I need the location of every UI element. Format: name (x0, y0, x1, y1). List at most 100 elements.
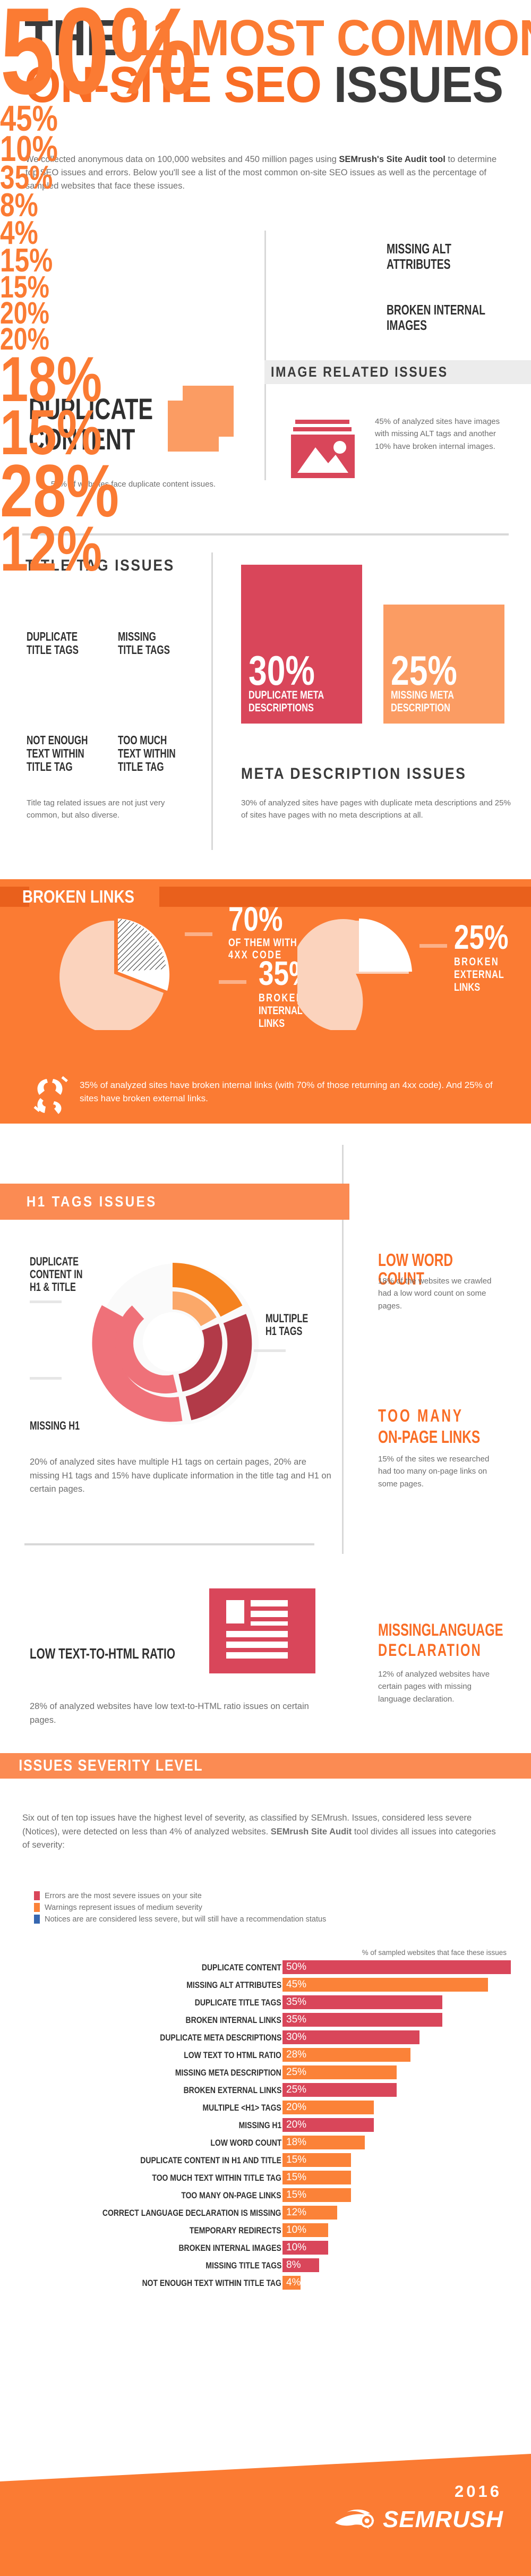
bar-value-label: 45% (286, 1979, 307, 1990)
title-line-2: ON-SITE SEO ISSUES (24, 59, 503, 110)
bar-category-label: NOT ENOUGH TEXT WITHIN TITLE TAG (142, 2278, 281, 2288)
footer-year: 2016 (455, 2482, 502, 2501)
too-many-links-percent: 15% (0, 397, 102, 469)
meta-bar-duplicate: 30% DUPLICATE META DESCRIPTIONS (241, 565, 362, 724)
bar-value-label: 10% (286, 2224, 307, 2235)
h1-multiple-percent: 20% (0, 296, 49, 331)
meta-bar-duplicate-label-1: DUPLICATE META (249, 688, 324, 701)
bar-chart-row: MISSING ALT ATTRIBUTES 45% (0, 1978, 531, 1992)
bar-chart-row: MISSING TITLE TAGS 8% (0, 2258, 531, 2272)
stat-too-much-text-percent: 15% (0, 242, 53, 279)
intro-bold: SEMrush's Site Audit tool (339, 155, 446, 164)
bar-chart-row: DUPLICATE TITLE TAGS 35% (0, 1995, 531, 2009)
bar-rect: 30% (282, 2030, 419, 2044)
stat-missing-title-tags-percent: 8% (0, 187, 38, 224)
meta-bar-duplicate-label-2: DESCRIPTIONS (249, 701, 314, 714)
meta-bar-duplicate-percent: 30% (249, 647, 315, 694)
missing-language-label-1: MISSINGLANGUAGE (378, 1620, 503, 1639)
bar-category-label: MISSING ALT ATTRIBUTES (186, 1980, 281, 1990)
broken-links-band-tab (0, 887, 29, 907)
low-word-count-percent: 18% (0, 343, 102, 415)
h1-multiple-tick (254, 1349, 286, 1352)
bar-chart-row: MISSING META DESCRIPTION 25% (0, 2065, 531, 2079)
legend-item-notices: Notices are are considered less severe, … (34, 1915, 512, 1924)
stat-duplicate-title-tags-label-1: DUPLICATE (27, 630, 78, 643)
bar-value-label: 4% (286, 2277, 301, 2288)
bar-chart-row: TOO MUCH TEXT WITHIN TITLE TAG 15% (0, 2171, 531, 2184)
missing-alt-percent: 45% (0, 98, 58, 139)
bar-category-label: LOW TEXT TO HTML RATIO (184, 2050, 281, 2060)
bar-value-label: 18% (286, 2137, 307, 2148)
broken-70-label-2: 4XX CODE (228, 949, 282, 961)
stat-duplicate-title-tags-percent: 35% (0, 159, 53, 197)
broken-25-label-2: EXTERNAL (454, 968, 504, 981)
bar-chart-row: LOW WORD COUNT 18% (0, 2136, 531, 2149)
broken-links-title: BROKEN LINKS (22, 887, 134, 906)
bar-category-label: TOO MANY ON-PAGE LINKS (181, 2190, 281, 2200)
legend-swatch-notice (34, 1915, 40, 1924)
bar-category-label: MISSING H1 (238, 2120, 281, 2130)
bar-value-label: 28% (286, 2049, 307, 2060)
semrush-wordmark: SEMRUSH (382, 2506, 503, 2532)
pie-chart-external-links (297, 918, 412, 1030)
too-many-links-label-2: ON-PAGE LINKS (378, 1427, 481, 1447)
bar-category-label: DUPLICATE META DESCRIPTIONS (160, 2033, 281, 2043)
bar-rect: 35% (282, 1995, 442, 2009)
low-word-count-label: LOW WORD COUNT (378, 1250, 453, 1288)
h1-donut-chart (92, 1263, 259, 1425)
issues-severity-title: ISSUES SEVERITY LEVEL (19, 1757, 203, 1774)
title-tag-issues-header: TITLE TAG ISSUES (25, 557, 175, 574)
legend-item-warnings: Warnings represent issues of medium seve… (34, 1903, 512, 1912)
bar-rect: 20% (282, 2118, 374, 2132)
divider-vertical-2 (211, 552, 213, 850)
legend-swatch-error (34, 1891, 40, 1900)
legend-item-errors: Errors are the most severe issues on you… (34, 1891, 512, 1900)
broken-70-percent: 70% (228, 900, 283, 938)
severity-paragraph-bold: SEMrush Site Audit (270, 1826, 352, 1837)
too-many-links-label-1: TOO MANY (378, 1406, 464, 1425)
divider-horizontal-2 (24, 1543, 314, 1545)
stat-duplicate-title-tags-label-2: TITLE TAGS (27, 643, 79, 657)
bar-value-label: 10% (286, 2242, 307, 2253)
h1-issues-caption: 20% of analyzed sites have multiple H1 t… (30, 1457, 331, 1494)
bar-category-label: TOO MUCH TEXT WITHIN TITLE TAG (152, 2173, 281, 2183)
broken-35-label-2: INTERNAL (259, 1005, 303, 1017)
duplicate-content-percent: 50% (0, 0, 198, 120)
legend-swatch-warning (34, 1903, 40, 1912)
bar-value-label: 15% (286, 2172, 307, 2183)
bar-rect: 18% (282, 2136, 365, 2149)
broken-link-icon (33, 1076, 68, 1114)
bar-chart-row: DUPLICATE CONTENT IN H1 AND TITLE 15% (0, 2153, 531, 2167)
broken-25-label-1: BROKEN (454, 956, 500, 968)
duplicate-pages-icon (168, 386, 234, 452)
bar-rect: 10% (282, 2223, 328, 2237)
bar-rect: 15% (282, 2153, 351, 2167)
page-title: THE 11 MOST COMMON ON-SITE SEO ISSUES (24, 13, 531, 110)
title-the: THE (24, 10, 130, 66)
broken-links-caption: 35% of analyzed sites have broken intern… (80, 1080, 493, 1104)
bar-rect: 15% (282, 2171, 351, 2184)
bar-value-label: 8% (286, 2259, 301, 2271)
bar-chart-row: BROKEN EXTERNAL LINKS 25% (0, 2083, 531, 2097)
bar-category-label: TEMPORARY REDIRECTS (190, 2225, 281, 2235)
bar-chart-row: NOT ENOUGH TEXT WITHIN TITLE TAG 4% (0, 2276, 531, 2290)
divider-vertical-1 (264, 231, 266, 480)
bar-value-label: 20% (286, 2102, 307, 2113)
severity-paragraph: Six out of ten top issues have the highe… (22, 1812, 500, 1852)
bar-category-label: MISSING TITLE TAGS (205, 2260, 281, 2271)
h1-missing-label-1: MISSING H1 (30, 1419, 80, 1432)
meta-description-issues-header: META DESCRIPTION ISSUES (241, 765, 467, 783)
meta-bar-missing-label-1: MISSING META (391, 688, 454, 701)
divider-horizontal-1 (22, 533, 509, 535)
bar-category-label: DUPLICATE CONTENT IN H1 AND TITLE (140, 2155, 281, 2165)
image-related-issues-title: IMAGE RELATED ISSUES (271, 364, 448, 380)
image-issues-caption: 45% of analyzed sites have images with m… (375, 417, 500, 451)
intro-part-2: to determine top SEO issues and errors. … (25, 155, 497, 191)
bar-chart-rows: DUPLICATE CONTENT 50% MISSING ALT ATTRIBUT… (0, 1960, 531, 2290)
bar-rect: 25% (282, 2083, 397, 2097)
bar-category-label: MISSING META DESCRIPTION (175, 2068, 281, 2078)
duplicate-content-caption: 50% of websites face duplicate content i… (50, 480, 216, 489)
meta-description-issues-caption: 30% of analyzed sites have pages with du… (241, 798, 511, 820)
stat-not-enough-text-label-2: TEXT WITHIN (27, 746, 84, 760)
h1-missing-tick (30, 1377, 62, 1380)
